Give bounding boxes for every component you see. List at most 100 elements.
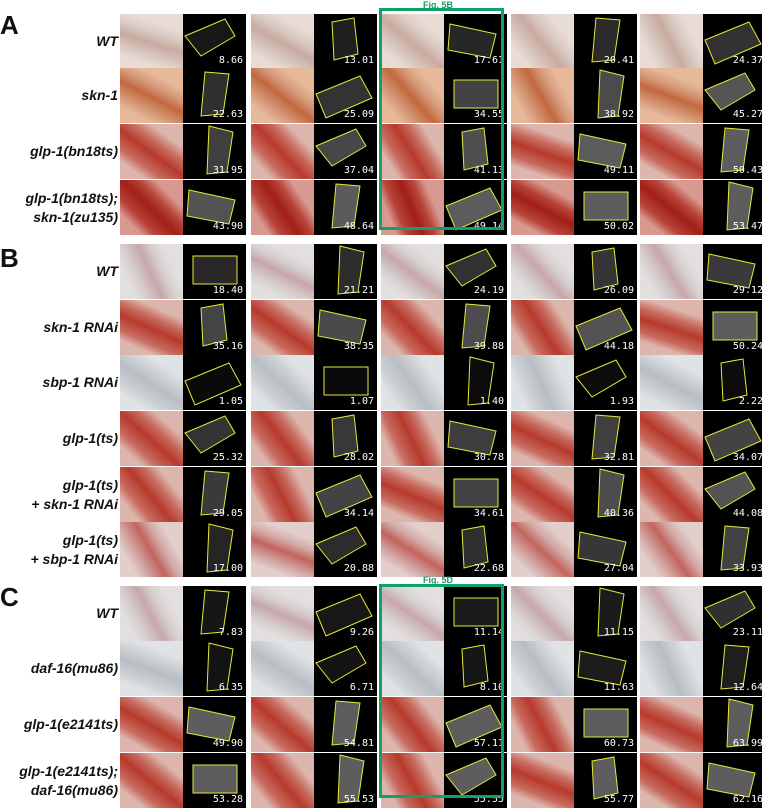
- fluorescence-image: 29.05: [183, 467, 246, 522]
- fluorescence-image: 40.36: [574, 467, 637, 522]
- roi-outline: [720, 127, 750, 173]
- image-pair: 20.88: [251, 522, 377, 577]
- row-label-line1: sbp-1 RNAi: [42, 374, 118, 390]
- intensity-value: 62.16: [732, 794, 762, 805]
- fluorescence-image: 1.05: [183, 355, 246, 410]
- roi-outline: [467, 356, 495, 406]
- intensity-value: 37.04: [343, 165, 374, 176]
- brightfield-image: [251, 522, 315, 577]
- fluorescence-image: 63.99: [703, 697, 762, 752]
- roi-outline: [575, 359, 627, 398]
- brightfield-image: [381, 753, 445, 808]
- image-pair: 38.35: [251, 300, 377, 355]
- image-pair: 55.53: [251, 753, 377, 808]
- image-pair: 34.14: [251, 467, 377, 522]
- intensity-value: 2.22: [738, 396, 762, 407]
- fluorescence-image: 6.71: [314, 641, 377, 696]
- roi-outline: [597, 69, 625, 119]
- intensity-value: 38.92: [603, 109, 634, 120]
- intensity-value: 7.83: [218, 627, 243, 638]
- fluorescence-image: 27.04: [574, 522, 637, 577]
- intensity-value: 33.93: [732, 563, 762, 574]
- roi-outline: [184, 18, 236, 57]
- fluorescence-image: 39.88: [444, 300, 507, 355]
- image-pair: 8.66: [120, 14, 246, 69]
- intensity-value: 55.55: [473, 794, 504, 805]
- brightfield-image: [251, 68, 315, 123]
- row-label-line1: WT: [96, 263, 118, 279]
- brightfield-image: [381, 14, 445, 69]
- fluorescence-image: 32.81: [574, 411, 637, 466]
- fluorescence-image: 44.18: [574, 300, 637, 355]
- roi-outline: [720, 358, 748, 402]
- roi-outline: [591, 17, 621, 63]
- image-pair: 26.09: [511, 244, 637, 299]
- brightfield-image: [381, 697, 445, 752]
- image-pair: 17.61: [381, 14, 507, 69]
- roi-outline: [445, 757, 497, 796]
- image-pair: 6.35: [120, 641, 246, 696]
- image-pair: 1.05: [120, 355, 246, 410]
- image-pair: 43.90: [120, 180, 246, 235]
- brightfield-image: [640, 68, 704, 123]
- panel-letter: A: [0, 10, 19, 40]
- row-label-line2: + sbp-1 RNAi: [30, 551, 118, 567]
- row-label-line2: + skn-1 RNAi: [31, 496, 118, 512]
- fluorescence-image: 53.28: [183, 753, 246, 808]
- fluorescence-image: 41.13: [444, 124, 507, 179]
- image-pair: 50.24: [640, 300, 762, 355]
- highlight-box: [379, 584, 504, 798]
- fluorescence-image: 11.63: [574, 641, 637, 696]
- roi-outline: [184, 362, 242, 406]
- image-pair: 50.43: [640, 124, 762, 179]
- roi-outline: [577, 531, 627, 567]
- image-pair: 22.68: [381, 522, 507, 577]
- brightfield-image: [640, 467, 704, 522]
- image-pair: 53.28: [120, 753, 246, 808]
- brightfield-image: [381, 244, 445, 299]
- brightfield-image: [120, 300, 184, 355]
- roi-outline: [337, 245, 365, 295]
- roi-outline: [704, 21, 762, 65]
- roi-outline: [591, 756, 619, 800]
- roi-outline: [206, 125, 234, 175]
- image-pair: 49.90: [120, 697, 246, 752]
- image-pair: 21.21: [251, 244, 377, 299]
- fluorescence-image: 1.07: [314, 355, 377, 410]
- fluorescence-image: 1.93: [574, 355, 637, 410]
- image-pair: 34.61: [381, 467, 507, 522]
- intensity-value: 53.47: [732, 221, 762, 232]
- fluorescence-image: 34.14: [314, 467, 377, 522]
- brightfield-image: [640, 124, 704, 179]
- intensity-value: 25.09: [343, 109, 374, 120]
- brightfield-image: [511, 467, 575, 522]
- fluorescence-image: 50.43: [703, 124, 762, 179]
- brightfield-image: [251, 14, 315, 69]
- row-label: skn-1: [81, 86, 118, 105]
- intensity-value: 22.63: [212, 109, 243, 120]
- image-pair: 55.55: [381, 753, 507, 808]
- intensity-value: 34.14: [343, 508, 374, 519]
- image-pair: 38.92: [511, 68, 637, 123]
- fluorescence-image: 6.35: [183, 641, 246, 696]
- roi-outline: [706, 253, 756, 289]
- fluorescence-image: 25.09: [314, 68, 377, 123]
- image-pair: 20.41: [511, 14, 637, 69]
- intensity-value: 39.88: [473, 341, 504, 352]
- roi-outline: [315, 645, 367, 684]
- intensity-value: 27.04: [603, 563, 634, 574]
- intensity-value: 44.18: [603, 341, 634, 352]
- brightfield-image: [511, 180, 575, 235]
- intensity-value: 50.43: [732, 165, 762, 176]
- brightfield-image: [381, 124, 445, 179]
- intensity-value: 17.61: [473, 55, 504, 66]
- image-pair: 31.95: [120, 124, 246, 179]
- brightfield-image: [381, 522, 445, 577]
- highlight-box: [379, 8, 504, 230]
- row-label: glp-1(e2141ts): [24, 715, 118, 734]
- roi-outline: [712, 311, 758, 341]
- brightfield-image: [511, 14, 575, 69]
- brightfield-image: [381, 68, 445, 123]
- roi-outline: [192, 255, 238, 285]
- brightfield-image: [381, 411, 445, 466]
